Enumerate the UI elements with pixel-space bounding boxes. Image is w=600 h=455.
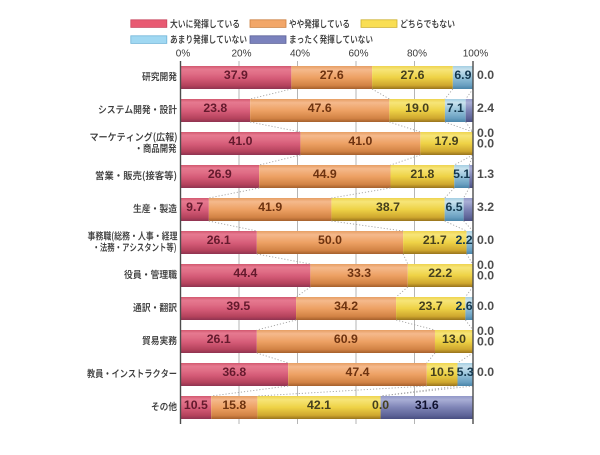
svg-text:22.2: 22.2 <box>428 266 452 280</box>
svg-text:33.3: 33.3 <box>347 266 371 280</box>
svg-text:0.0: 0.0 <box>477 268 494 282</box>
svg-text:23.8: 23.8 <box>203 101 227 115</box>
svg-text:34.2: 34.2 <box>334 299 358 313</box>
svg-text:10.5: 10.5 <box>430 365 454 379</box>
svg-text:0.0: 0.0 <box>477 365 494 379</box>
svg-text:0.0: 0.0 <box>477 334 494 348</box>
svg-text:50.0: 50.0 <box>318 233 342 247</box>
svg-text:19.0: 19.0 <box>405 101 429 115</box>
svg-text:5.3: 5.3 <box>457 365 474 379</box>
svg-text:41.0: 41.0 <box>229 134 253 148</box>
svg-text:47.6: 47.6 <box>308 101 332 115</box>
svg-text:44.9: 44.9 <box>313 167 337 181</box>
svg-text:0.0: 0.0 <box>477 258 494 272</box>
svg-text:42.1: 42.1 <box>307 398 331 412</box>
svg-text:2.6: 2.6 <box>455 299 472 313</box>
svg-text:26.1: 26.1 <box>207 332 231 346</box>
svg-text:5.1: 5.1 <box>453 167 470 181</box>
svg-text:100%: 100% <box>463 49 489 60</box>
svg-text:0.0: 0.0 <box>477 126 494 140</box>
svg-text:0.0: 0.0 <box>477 324 494 338</box>
svg-text:20%: 20% <box>231 49 251 60</box>
svg-text:0.0: 0.0 <box>477 299 494 313</box>
svg-text:2.2: 2.2 <box>455 233 472 247</box>
svg-text:80%: 80% <box>407 49 427 60</box>
svg-text:41.9: 41.9 <box>258 200 282 214</box>
svg-text:9.7: 9.7 <box>186 200 203 214</box>
svg-text:60%: 60% <box>348 49 368 60</box>
svg-text:13.0: 13.0 <box>442 332 466 346</box>
svg-text:36.8: 36.8 <box>222 365 246 379</box>
svg-text:26.9: 26.9 <box>208 167 232 181</box>
svg-text:0.0: 0.0 <box>477 68 494 82</box>
svg-text:60.9: 60.9 <box>334 332 358 346</box>
svg-text:0.0: 0.0 <box>477 136 494 150</box>
svg-text:40%: 40% <box>290 49 310 60</box>
svg-text:6.5: 6.5 <box>446 200 463 214</box>
svg-text:23.7: 23.7 <box>419 299 443 313</box>
svg-text:27.6: 27.6 <box>401 68 425 82</box>
svg-text:3.2: 3.2 <box>477 200 494 214</box>
svg-text:39.5: 39.5 <box>226 299 250 313</box>
svg-text:0.0: 0.0 <box>372 398 389 412</box>
svg-text:0.0: 0.0 <box>477 233 494 247</box>
svg-text:1.3: 1.3 <box>477 167 494 181</box>
svg-text:6.9: 6.9 <box>454 68 471 82</box>
svg-text:21.8: 21.8 <box>410 167 434 181</box>
svg-text:7.1: 7.1 <box>447 101 464 115</box>
svg-text:31.6: 31.6 <box>415 398 439 412</box>
svg-text:26.1: 26.1 <box>207 233 231 247</box>
svg-text:47.4: 47.4 <box>346 365 370 379</box>
svg-text:27.6: 27.6 <box>320 68 344 82</box>
svg-text:15.8: 15.8 <box>222 398 246 412</box>
svg-text:21.7: 21.7 <box>423 233 447 247</box>
svg-text:10.5: 10.5 <box>184 398 208 412</box>
svg-text:38.7: 38.7 <box>376 200 400 214</box>
svg-text:2.4: 2.4 <box>477 101 494 115</box>
svg-text:41.0: 41.0 <box>348 134 372 148</box>
svg-text:0%: 0% <box>176 49 191 60</box>
svg-text:17.9: 17.9 <box>435 134 459 148</box>
svg-text:44.4: 44.4 <box>233 266 257 280</box>
svg-text:37.9: 37.9 <box>224 68 248 82</box>
